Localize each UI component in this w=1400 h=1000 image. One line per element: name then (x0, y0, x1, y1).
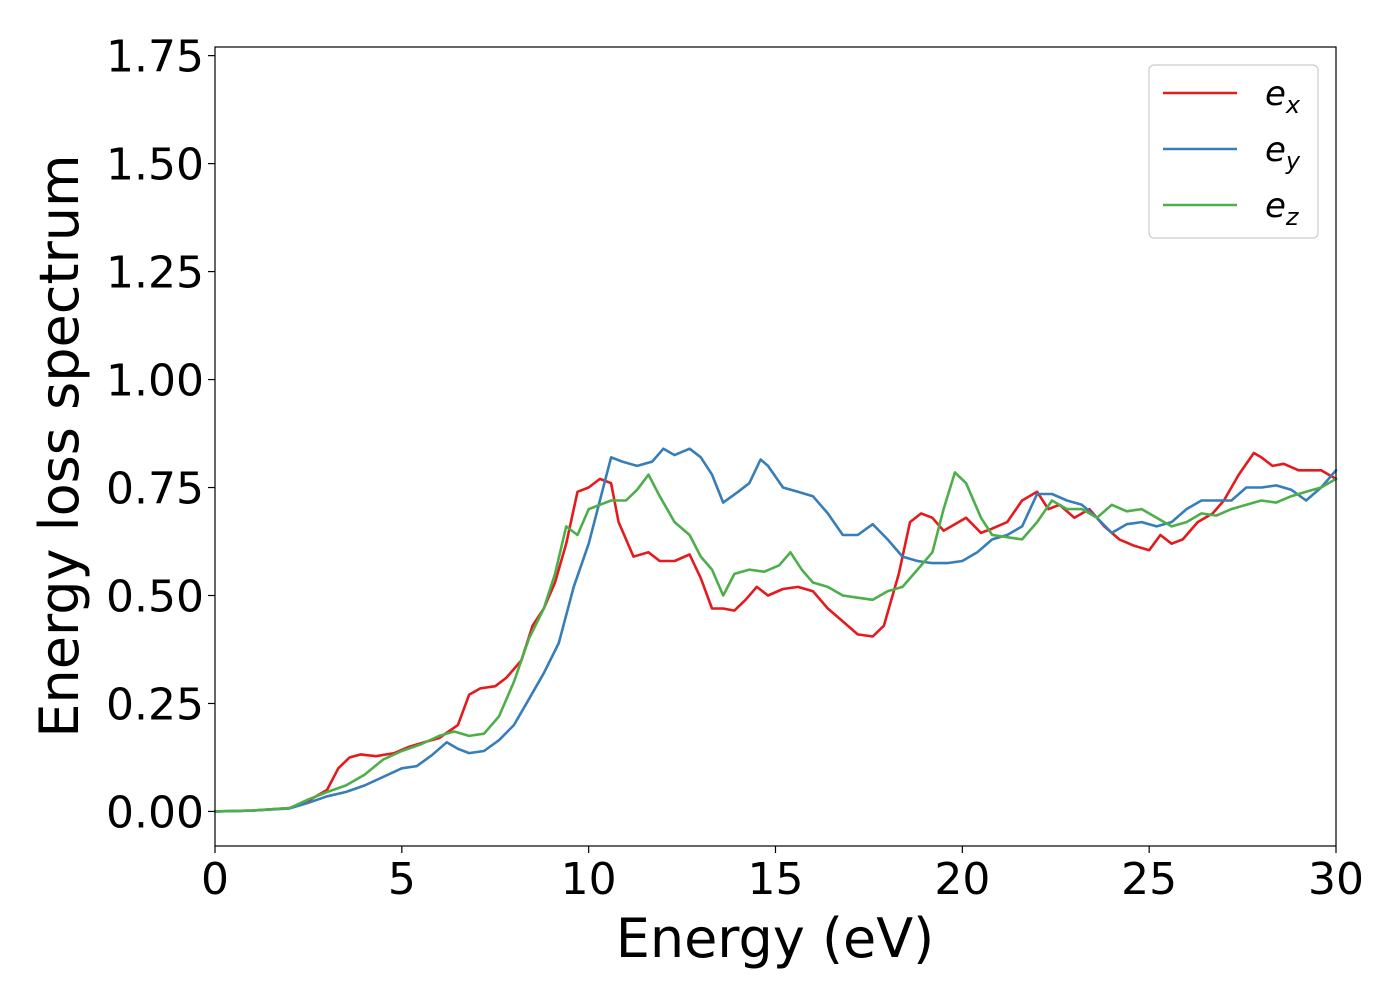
series-line-x (213, 451, 1338, 813)
series-line-z (213, 471, 1338, 813)
y-tick-label: 0.50 (106, 572, 204, 623)
series-layer (213, 447, 1338, 813)
y-tick-label: 1.50 (106, 140, 204, 191)
x-tick-label: 10 (561, 854, 617, 905)
y-tick-label: 0.00 (106, 787, 204, 838)
x-tick-label: 30 (1308, 854, 1364, 905)
y-tick-label: 0.75 (106, 464, 204, 515)
y-axis-label: Energy loss spectrum (28, 154, 91, 737)
series-line-y (213, 447, 1338, 813)
y-tick-label: 0.25 (106, 679, 204, 730)
legend-box (1148, 64, 1319, 239)
y-axis: 0.00 0.25 0.50 0.75 1.00 1.25 1.50 1.75 (106, 32, 215, 838)
x-tick-label: 20 (934, 854, 990, 905)
x-tick-label: 25 (1121, 854, 1177, 905)
x-axis: 0 5 10 15 20 25 30 (201, 846, 1364, 905)
x-tick-label: 15 (748, 854, 804, 905)
x-tick-label: 5 (388, 854, 416, 905)
x-tick-label: 0 (201, 854, 229, 905)
legend-label-y: ey (1265, 130, 1301, 175)
y-tick-label: 1.00 (106, 356, 204, 407)
x-axis-label: Energy (eV) (616, 907, 935, 970)
y-tick-label: 1.75 (106, 32, 204, 83)
y-tick-label: 1.25 (106, 248, 204, 299)
